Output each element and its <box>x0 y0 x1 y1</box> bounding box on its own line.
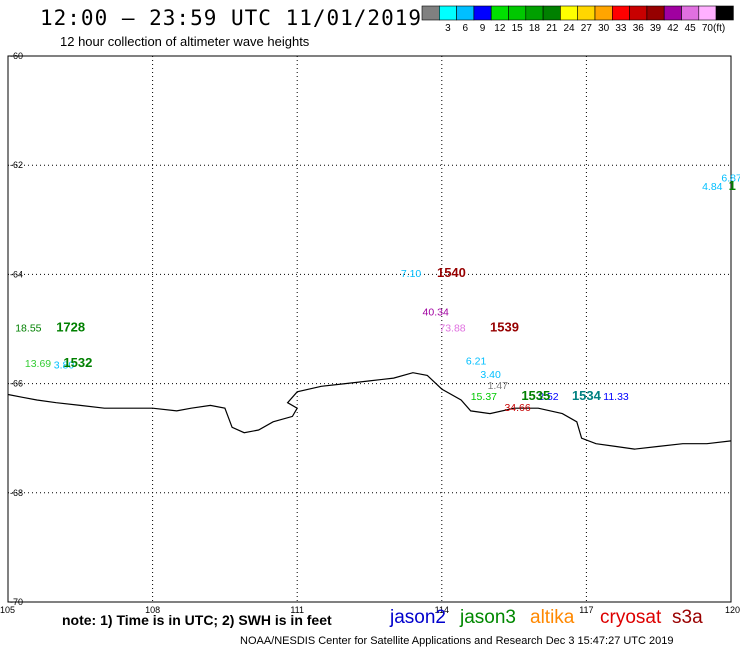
latitude-tick-label: -64 <box>10 269 23 279</box>
legend-swatch <box>611 5 630 21</box>
wave-height-value: 34.66 <box>504 402 530 414</box>
legend-swatch <box>715 5 734 21</box>
legend-label: 15 <box>512 23 524 34</box>
page-subtitle: 12 hour collection of altimeter wave hei… <box>60 34 310 49</box>
legend-label: 70 <box>702 23 714 34</box>
observation-labels: 18.55 13.69 3.80 7.10 40.34 73.88 6.21 3.401.47… <box>15 173 740 414</box>
note-text: note: 1) Time is in UTC; 2) SWH is in fe… <box>62 612 332 628</box>
mission-jason2: jason2 <box>390 607 446 628</box>
plot-border <box>7 55 732 603</box>
wave-height-value: 11.33 <box>603 391 629 403</box>
page-title: 12:00 – 23:59 UTC 11/01/2019 <box>40 6 423 30</box>
latitude-tick-label: -62 <box>10 160 23 170</box>
track-time-label: 1535 <box>521 388 550 403</box>
axis-tick-labels: 105 108 111 114 117 120 -60 -62 -64 -66 -68 -70 <box>0 51 740 615</box>
legend-label: 45 <box>685 23 697 34</box>
legend-swatch <box>629 5 648 21</box>
track-time-label: 1728 <box>56 320 85 335</box>
coastline <box>7 372 732 450</box>
map-frame <box>7 55 732 603</box>
wave-height-value: 13.69 <box>25 358 51 370</box>
legend-swatch <box>490 5 509 21</box>
wave-height-value: 3.80 <box>54 359 75 371</box>
wave-height-value: 6.87 <box>721 173 740 185</box>
legend-label: 12 <box>494 23 506 34</box>
wave-height-value: 73.88 <box>439 323 465 335</box>
wave-height-value: 15.37 <box>471 391 497 403</box>
legend-swatch <box>542 5 561 21</box>
legend-label: 36 <box>633 23 645 34</box>
longitude-tick-label: 108 <box>145 605 160 615</box>
legend-label: 21 <box>546 23 558 34</box>
legend-label: 27 <box>581 23 593 34</box>
wave-height-value: 3.40 <box>480 369 501 381</box>
longitude-tick-label: 120 <box>725 605 740 615</box>
legend-swatch <box>508 5 527 21</box>
legend-swatch <box>681 5 700 21</box>
legend-label: 39 <box>650 23 662 34</box>
track-time-label: 1539 <box>490 320 519 335</box>
legend-unit: (ft) <box>713 23 725 34</box>
wave-height-value: 40.34 <box>423 306 449 318</box>
track-time-label: 1 <box>729 178 736 193</box>
mission-cryosat: cryosat <box>600 607 662 628</box>
wave-height-value: 18.55 <box>15 323 41 335</box>
track-time-label: 1532 <box>63 355 92 370</box>
legend-swatch <box>438 5 457 21</box>
mission-s3a: s3a <box>672 607 703 628</box>
longitude-tick-label: 114 <box>435 605 449 615</box>
color-legend: 3 6 9 12 15 18 21 24 27 30 33 36 39 42 45 70 (ft) <box>421 5 734 34</box>
legend-label: 18 <box>529 23 541 34</box>
legend-swatch <box>421 5 440 21</box>
legend-swatch <box>525 5 544 21</box>
longitude-tick-label: 117 <box>579 605 593 615</box>
track-labels: 1728 1532 1540 1539 1535 1534 1 <box>56 178 736 403</box>
legend-label: 6 <box>462 23 468 34</box>
longitude-tick-label: 105 <box>0 605 15 615</box>
mission-altika: altika <box>530 607 575 628</box>
legend-swatch <box>473 5 492 21</box>
latitude-tick-label: -70 <box>10 597 23 607</box>
legend-swatch <box>577 5 596 21</box>
mission-jason3: jason3 <box>460 607 516 628</box>
legend-label: 3 <box>445 23 451 34</box>
wave-height-value: 6.21 <box>466 355 487 367</box>
wave-height-value: 2.52 <box>538 391 559 403</box>
track-time-label: 1540 <box>437 265 466 280</box>
wave-height-value: 1.47 <box>488 380 509 392</box>
legend-swatch <box>646 5 665 21</box>
legend-swatch <box>560 5 579 21</box>
track-time-label: 1534 <box>572 388 602 403</box>
longitude-tick-label: 111 <box>290 605 304 615</box>
legend-label: 30 <box>598 23 610 34</box>
wave-height-value: 7.10 <box>401 268 422 280</box>
wave-height-value: 4.84 <box>702 181 723 193</box>
legend-label: 9 <box>480 23 486 34</box>
legend-swatch <box>456 5 475 21</box>
legend-label: 24 <box>563 23 575 34</box>
legend-label: 33 <box>615 23 627 34</box>
legend-label: 42 <box>667 23 679 34</box>
legend-swatch <box>698 5 717 21</box>
footer-credit: NOAA/NESDIS Center for Satellite Applica… <box>240 635 674 647</box>
grid-lines <box>8 56 731 602</box>
latitude-tick-label: -68 <box>10 488 23 498</box>
latitude-tick-label: -60 <box>10 51 23 61</box>
latitude-tick-label: -66 <box>10 379 23 389</box>
legend-swatch <box>663 5 682 21</box>
legend-swatch <box>594 5 613 21</box>
